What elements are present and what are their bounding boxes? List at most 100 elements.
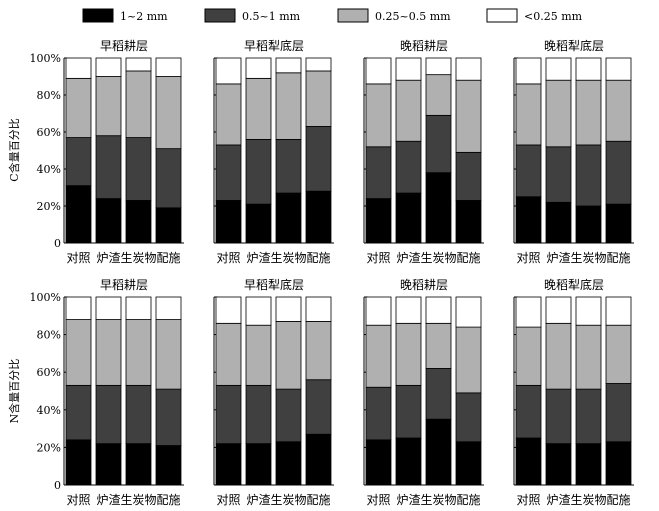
bar-segment-炉渣-2	[245, 324, 272, 386]
bar-segment-生炭物-0	[425, 172, 452, 244]
category-label: 生炭物	[270, 251, 306, 265]
bar-segment-生炭物-2	[125, 319, 152, 386]
bar-segment-配施-1	[155, 148, 182, 209]
category-label: 炉渣	[246, 251, 270, 265]
bar-segment-生炭物-1	[575, 388, 602, 445]
bar-segment-对照-3	[65, 296, 92, 320]
bar-segment-炉渣-0	[95, 198, 122, 244]
bar-segment-对照-3	[215, 57, 242, 85]
y-tick-label: 80%	[37, 329, 61, 342]
category-label: 生炭物	[120, 493, 156, 507]
bar-segment-配施-2	[305, 321, 332, 381]
panel-0-0: 早稻耕层 0 20% 40% 60% 80% 100% 对照 炉渣 生炭物 配施	[30, 38, 184, 265]
bar-segment-炉渣-1	[395, 140, 422, 194]
legend-swatch-1	[204, 8, 236, 23]
bar-segment-生炭物-2	[125, 70, 152, 138]
bar-segment-对照-2	[65, 319, 92, 386]
bar-segment-配施-0	[605, 441, 632, 486]
y-tick-label: 0	[54, 479, 61, 492]
category-label: 配施	[306, 251, 330, 265]
y-tick-label: 40%	[37, 163, 61, 176]
bar-segment-配施-3	[605, 296, 632, 326]
bar-segment-配施-3	[305, 57, 332, 72]
panel-title: 早稻耕层	[100, 277, 148, 292]
y-axis-label: N含量百分比	[7, 359, 21, 424]
y-axis-label: C含量百分比	[7, 118, 21, 181]
y-tick-label: 20%	[37, 200, 61, 213]
category-label: 配施	[456, 251, 480, 265]
bar-segment-生炭物-3	[275, 296, 302, 322]
bar-segment-对照-2	[515, 326, 542, 386]
bar-segment-生炭物-1	[275, 138, 302, 194]
bar-segment-炉渣-3	[245, 296, 272, 326]
bar-segment-生炭物-1	[275, 388, 302, 443]
bar-segment-炉渣-3	[95, 296, 122, 320]
category-label: 对照	[216, 493, 240, 507]
panel-1-0: 早稻耕层 0 20% 40% 60% 80% 100% 对照 炉渣 生炭物 配施	[30, 277, 184, 507]
bar-segment-对照-0	[365, 198, 392, 244]
bar-segment-配施-0	[305, 433, 332, 486]
y-tick-label: 0	[54, 237, 61, 250]
bar-segment-对照-3	[365, 296, 392, 326]
bar-segment-炉渣-0	[95, 443, 122, 486]
category-label: 生炭物	[120, 251, 156, 265]
y-tick-label: 100%	[30, 52, 61, 65]
bar-segment-炉渣-2	[245, 77, 272, 140]
bar-segment-配施-3	[455, 57, 482, 81]
bar-segment-配施-1	[155, 388, 182, 446]
bar-segment-炉渣-0	[395, 192, 422, 244]
panel-title: 晚稻犁底层	[544, 277, 604, 292]
bar-segment-炉渣-2	[95, 319, 122, 386]
category-label: 生炭物	[420, 493, 456, 507]
bar-segment-对照-0	[65, 439, 92, 486]
category-label: 对照	[216, 251, 240, 265]
bar-segment-配施-2	[605, 79, 632, 142]
category-label: 炉渣	[96, 251, 120, 265]
legend-swatch-0	[82, 8, 114, 23]
category-label: 对照	[66, 493, 90, 507]
bar-segment-配施-3	[305, 296, 332, 322]
panel-title: 晚稻耕层	[400, 277, 448, 292]
legend: 1~2 mm 0.5~1 mm 0.25~0.5 mm <0.25 mm	[82, 8, 583, 23]
bar-segment-生炭物-3	[575, 296, 602, 326]
bar-segment-配施-2	[305, 70, 332, 127]
bar-segment-生炭物-0	[275, 441, 302, 486]
bar-segment-配施-3	[155, 57, 182, 77]
bar-segment-生炭物-2	[425, 322, 452, 369]
bar-segment-炉渣-1	[545, 146, 572, 203]
category-label: 配施	[606, 251, 630, 265]
bar-segment-生炭物-2	[575, 324, 602, 390]
bar-segment-生炭物-1	[125, 384, 152, 445]
bar-segment-配施-3	[455, 296, 482, 328]
bar-segment-生炭物-0	[425, 418, 452, 486]
bar-segment-生炭物-3	[425, 296, 452, 324]
category-label: 对照	[366, 493, 390, 507]
y-tick-label: 60%	[37, 366, 61, 379]
bar-segment-炉渣-1	[545, 388, 572, 445]
bar-segment-生炭物-0	[125, 200, 152, 244]
bar-segment-生炭物-2	[575, 79, 602, 146]
bar-segment-配施-0	[155, 207, 182, 244]
category-label: 炉渣	[396, 493, 420, 507]
legend-label-3: <0.25 mm	[524, 10, 583, 23]
bar-segment-配施-0	[155, 445, 182, 486]
bar-segment-生炭物-3	[125, 57, 152, 72]
bar-segment-对照-2	[65, 77, 92, 138]
bar-segment-配施-2	[605, 324, 632, 384]
bar-segment-对照-0	[515, 196, 542, 244]
bar-segment-生炭物-3	[275, 57, 302, 74]
legend-label-2: 0.25~0.5 mm	[375, 10, 451, 23]
bar-segment-生炭物-1	[575, 144, 602, 207]
bar-segment-对照-2	[215, 83, 242, 146]
bar-segment-生炭物-0	[125, 443, 152, 486]
bar-segment-生炭物-2	[425, 74, 452, 116]
bar-segment-对照-1	[515, 144, 542, 198]
category-label: 配施	[456, 493, 480, 507]
category-label: 炉渣	[396, 251, 420, 265]
bar-segment-炉渣-2	[95, 76, 122, 137]
